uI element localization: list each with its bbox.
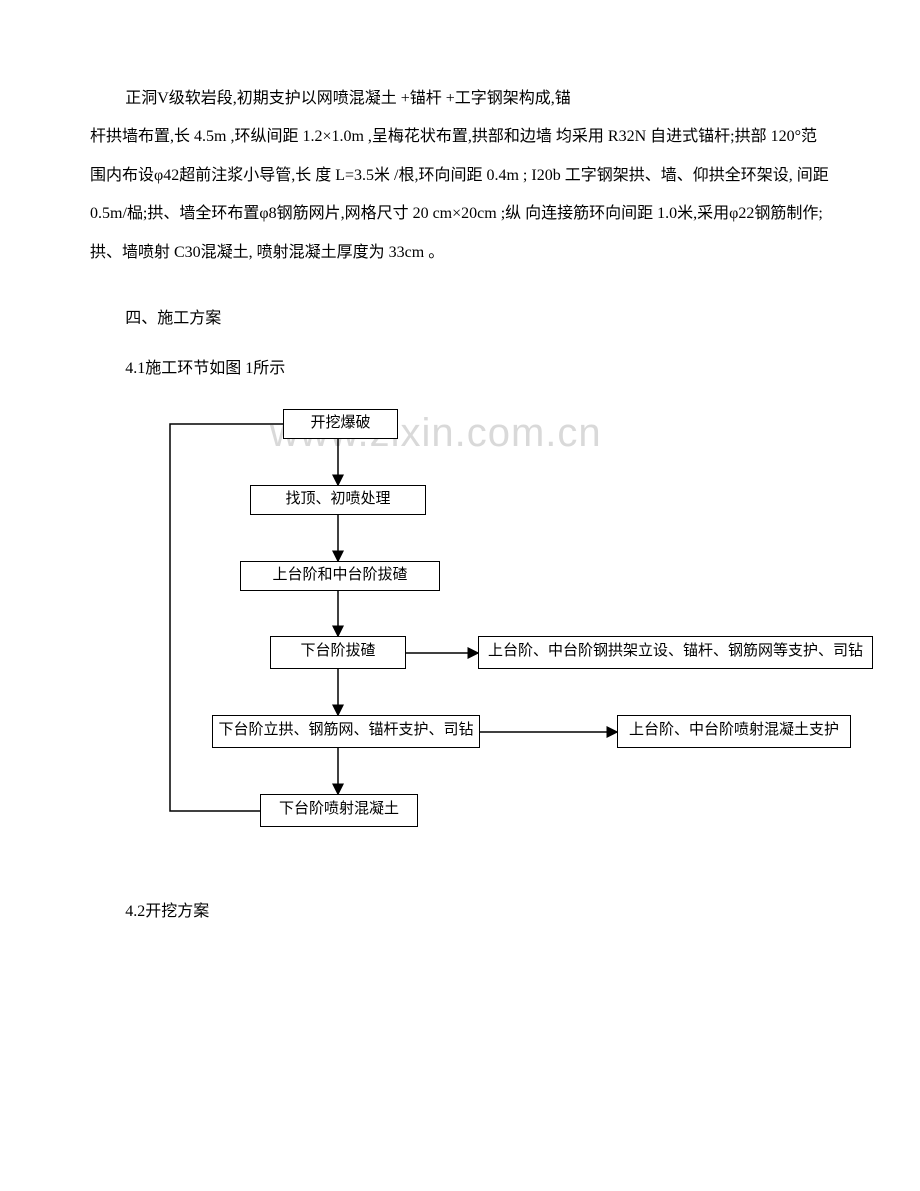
flowchart-node-n8: 下台阶喷射混凝土 bbox=[260, 794, 418, 827]
para1-rest: 杆拱墙布置,长 4.5m ,环纵间距 1.2×1.0m ,呈梅花状布置,拱部和边… bbox=[90, 118, 830, 195]
flowchart-node-n4: 下台阶拔碴 bbox=[270, 636, 406, 669]
para2: 0.5m/榀;拱、墙全环布置φ8钢筋网片,网格尺寸 20 cm×20cm ;纵 … bbox=[90, 195, 830, 272]
flowchart-node-n2: 找顶、初喷处理 bbox=[250, 485, 426, 515]
flowchart-node-n1: 开挖爆破 bbox=[283, 409, 398, 439]
flowchart-edges bbox=[120, 403, 880, 863]
section-4-1-heading: 4.1施工环节如图 1所示 bbox=[90, 350, 830, 388]
section-4-2-heading: 4.2开挖方案 bbox=[90, 893, 830, 931]
flowchart-figure: www.zixin.com.cn 开挖爆破找顶、初喷处理上台阶和中台阶拔碴下台阶… bbox=[120, 403, 880, 863]
flowchart-node-n7: 上台阶、中台阶喷射混凝土支护 bbox=[617, 715, 851, 748]
flowchart-node-n3: 上台阶和中台阶拔碴 bbox=[240, 561, 440, 591]
flowchart-node-n6: 下台阶立拱、钢筋网、锚杆支护、司钻 bbox=[212, 715, 480, 748]
flowchart-node-n5: 上台阶、中台阶钢拱架立设、锚杆、钢筋网等支护、司钻 bbox=[478, 636, 873, 669]
para1-line1: 正洞V级软岩段,初期支护以网喷混凝土 +锚杆 +工字钢架构成,锚 bbox=[90, 80, 830, 118]
section-4-heading: 四、施工方案 bbox=[90, 300, 830, 338]
